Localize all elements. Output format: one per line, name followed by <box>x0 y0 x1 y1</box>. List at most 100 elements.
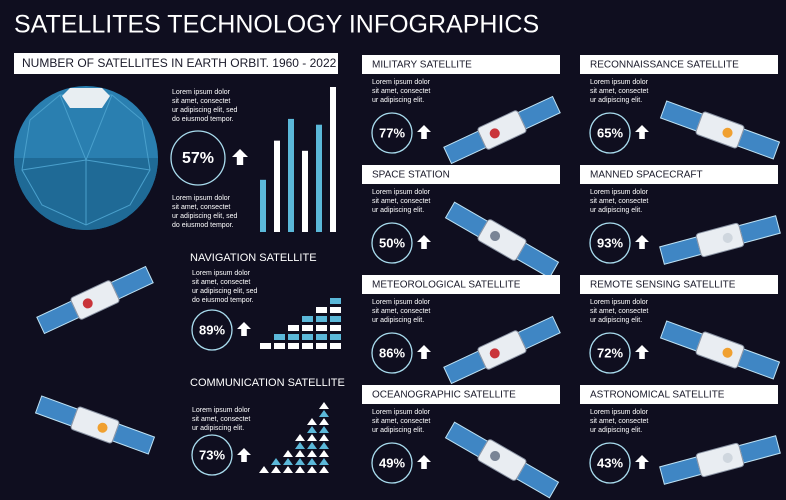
percent-ring <box>191 309 233 351</box>
body-text: ur adipiscing elit. <box>372 317 424 324</box>
block <box>302 325 313 331</box>
block <box>330 343 341 349</box>
body-text: Lorem ipsum dolor <box>372 189 431 196</box>
triangle <box>307 450 317 457</box>
satellite-illustration <box>444 421 560 499</box>
triangle <box>271 458 281 465</box>
body-text: ur adipiscing elit. <box>590 97 642 104</box>
triangle-column <box>271 458 281 473</box>
satellite-illustration <box>659 435 781 485</box>
triangle <box>319 442 329 449</box>
body-text: Lorem ipsum dolor <box>590 409 649 416</box>
block <box>302 334 313 340</box>
percent-ring <box>371 332 413 374</box>
bar <box>302 150 308 232</box>
block <box>330 334 341 340</box>
satellite-detail <box>722 127 733 138</box>
body-text: sit amet, consectet <box>590 88 648 95</box>
satellite-body <box>477 330 527 370</box>
block <box>330 307 341 313</box>
block <box>316 343 327 349</box>
percent-ring <box>371 222 413 264</box>
up-arrow <box>635 345 649 359</box>
bar <box>274 140 280 232</box>
percent-ring <box>589 442 631 484</box>
satellite-detail <box>489 128 500 139</box>
satellite-body <box>695 111 745 149</box>
triangle <box>295 442 305 449</box>
up-arrow <box>635 125 649 139</box>
body-text: do eiusmod tempor. <box>172 116 234 123</box>
card-header-bg <box>362 385 560 404</box>
up-arrow <box>417 125 431 139</box>
body-text: Lorem ipsum dolor <box>372 299 431 306</box>
satellite-illustration <box>659 215 781 265</box>
section-title: COMMUNICATION SATELLITE <box>190 377 345 389</box>
satellite-body <box>70 280 120 320</box>
satellite-body <box>477 110 527 150</box>
bar <box>316 124 322 232</box>
percent-ring <box>170 130 226 186</box>
satellite-illustration <box>36 265 154 335</box>
body-text: ur adipiscing elit, sed <box>172 107 237 114</box>
body-text: ur adipiscing elit. <box>372 207 424 214</box>
bar <box>330 87 336 232</box>
block-column <box>260 343 271 349</box>
triangle <box>307 442 317 449</box>
percent-ring <box>371 442 413 484</box>
card-title: ASTRONOMICAL SATELLITE <box>590 390 725 401</box>
card-title: MILITARY SATELLITE <box>372 60 472 71</box>
block-column <box>330 298 341 349</box>
up-arrow <box>635 235 649 249</box>
block <box>288 343 299 349</box>
up-arrow <box>417 345 431 359</box>
body-text: Lorem ipsum dolor <box>590 189 649 196</box>
triangle-column <box>283 450 293 473</box>
up-arrow <box>232 149 248 165</box>
body-text: sit amet, consectet <box>372 198 430 205</box>
percent: 77% <box>379 125 405 140</box>
satellite-illustration <box>659 320 781 380</box>
body-text: ur adipiscing elit, sed <box>172 213 237 220</box>
percent: 73% <box>199 447 225 462</box>
satellite-detail <box>97 422 108 433</box>
block <box>316 316 327 322</box>
block <box>316 334 327 340</box>
body-text: sit amet, consectet <box>172 204 230 211</box>
up-arrow <box>635 455 649 469</box>
percent: 93% <box>597 235 623 250</box>
percent: 50% <box>379 235 405 250</box>
body-text: ur adipiscing elit. <box>372 427 424 434</box>
section-header: NUMBER OF SATELLITES IN EARTH ORBIT. 196… <box>22 56 337 70</box>
satellite-body <box>695 222 745 258</box>
block <box>302 316 313 322</box>
body-text: Lorem ipsum dolor <box>590 79 649 86</box>
block <box>302 343 313 349</box>
body-text: ur adipiscing elit. <box>590 207 642 214</box>
triangle <box>283 458 293 465</box>
body-text: do eiusmod tempor. <box>192 297 254 304</box>
block <box>288 325 299 331</box>
card-header-bg <box>580 385 778 404</box>
triangle <box>307 426 317 433</box>
bar <box>260 179 266 232</box>
body-text: Lorem ipsum dolor <box>192 270 251 277</box>
block-column <box>302 316 313 349</box>
card-header-bg <box>362 165 560 184</box>
body-text: sit amet, consectet <box>192 416 250 423</box>
percent-ring <box>371 112 413 154</box>
block <box>316 325 327 331</box>
satellite-illustration <box>659 100 781 160</box>
triangle <box>295 458 305 465</box>
triangle-column <box>319 402 329 473</box>
percent: 65% <box>597 125 623 140</box>
main-title: SATELLITES TECHNOLOGY INFOGRAPHICS <box>14 11 539 39</box>
card-header-bg <box>362 55 560 74</box>
section-title: NAVIGATION SATELLITE <box>190 252 317 264</box>
triangle <box>295 434 305 441</box>
triangle <box>319 434 329 441</box>
body-text: sit amet, consectet <box>172 98 230 105</box>
satellite-body <box>477 439 527 481</box>
body-text: sit amet, consectet <box>590 308 648 315</box>
